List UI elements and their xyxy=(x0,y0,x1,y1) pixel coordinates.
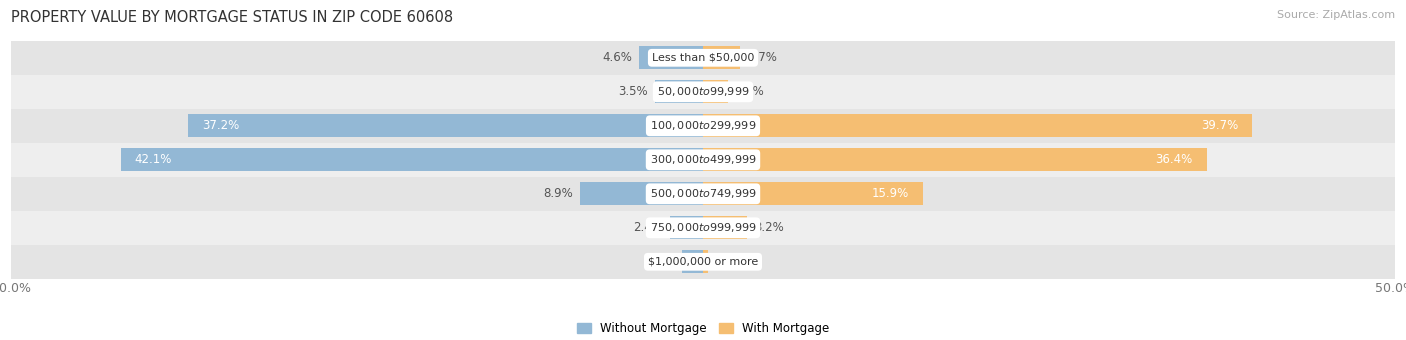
Text: 42.1%: 42.1% xyxy=(135,153,172,166)
Text: 39.7%: 39.7% xyxy=(1201,119,1239,132)
Bar xyxy=(669,216,703,239)
Bar xyxy=(655,80,703,103)
Bar xyxy=(11,177,1395,211)
Text: PROPERTY VALUE BY MORTGAGE STATUS IN ZIP CODE 60608: PROPERTY VALUE BY MORTGAGE STATUS IN ZIP… xyxy=(11,10,453,25)
Bar xyxy=(682,250,703,273)
Bar xyxy=(640,46,703,69)
Bar xyxy=(188,114,703,137)
Legend: Without Mortgage, With Mortgage: Without Mortgage, With Mortgage xyxy=(572,317,834,340)
Bar xyxy=(121,148,703,171)
Text: $1,000,000 or more: $1,000,000 or more xyxy=(648,257,758,267)
Bar xyxy=(11,109,1395,143)
Bar xyxy=(11,211,1395,245)
Text: $300,000 to $499,999: $300,000 to $499,999 xyxy=(650,153,756,166)
Bar xyxy=(703,114,1253,137)
Text: $100,000 to $299,999: $100,000 to $299,999 xyxy=(650,119,756,132)
Bar xyxy=(579,182,703,205)
Text: 1.5%: 1.5% xyxy=(645,255,675,268)
Bar xyxy=(703,216,747,239)
Bar xyxy=(11,143,1395,177)
Bar xyxy=(11,41,1395,75)
Text: $50,000 to $99,999: $50,000 to $99,999 xyxy=(657,85,749,98)
Text: 8.9%: 8.9% xyxy=(543,187,574,200)
Text: 3.2%: 3.2% xyxy=(754,221,785,234)
Bar xyxy=(703,250,709,273)
Text: 3.5%: 3.5% xyxy=(619,85,648,98)
Text: 36.4%: 36.4% xyxy=(1156,153,1192,166)
Bar xyxy=(11,245,1395,279)
Text: 0.36%: 0.36% xyxy=(714,255,752,268)
Text: $500,000 to $749,999: $500,000 to $749,999 xyxy=(650,187,756,200)
Bar xyxy=(703,46,741,69)
Text: Less than $50,000: Less than $50,000 xyxy=(652,53,754,63)
Text: 2.4%: 2.4% xyxy=(633,221,662,234)
Text: 2.7%: 2.7% xyxy=(747,51,778,64)
Text: 1.8%: 1.8% xyxy=(735,85,765,98)
Bar xyxy=(703,148,1206,171)
Bar xyxy=(703,182,922,205)
Text: $750,000 to $999,999: $750,000 to $999,999 xyxy=(650,221,756,234)
Bar xyxy=(703,80,728,103)
Text: 37.2%: 37.2% xyxy=(202,119,239,132)
Text: Source: ZipAtlas.com: Source: ZipAtlas.com xyxy=(1277,10,1395,20)
Text: 15.9%: 15.9% xyxy=(872,187,910,200)
Text: 4.6%: 4.6% xyxy=(603,51,633,64)
Bar xyxy=(11,75,1395,109)
